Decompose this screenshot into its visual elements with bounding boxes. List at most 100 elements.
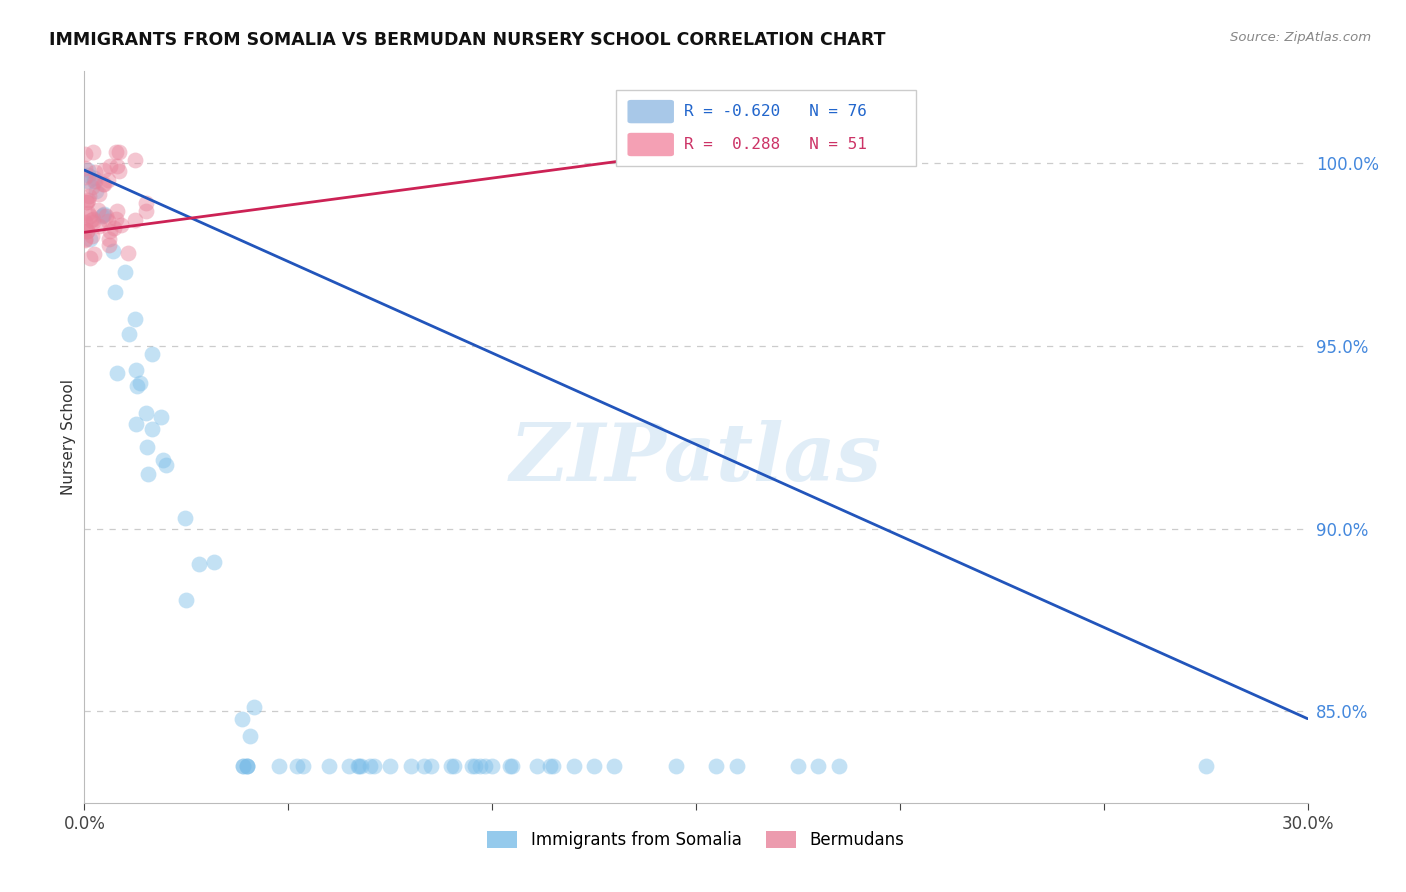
Point: [93, 162, 115, 177]
FancyBboxPatch shape: [627, 133, 673, 156]
Point: [347, 759, 370, 773]
Point: [706, 759, 728, 773]
Point: [83, 174, 105, 188]
Point: [76, 224, 98, 238]
Point: [665, 759, 688, 773]
Point: [346, 759, 368, 773]
Point: [787, 759, 810, 773]
Point: [75, 233, 97, 247]
Point: [80, 179, 103, 194]
Point: [83, 174, 105, 188]
FancyBboxPatch shape: [627, 100, 673, 123]
Point: [464, 759, 486, 773]
Point: [114, 265, 136, 279]
FancyBboxPatch shape: [616, 90, 917, 167]
Point: [339, 759, 361, 773]
Point: [232, 759, 254, 773]
Point: [75, 170, 97, 185]
Point: [75, 161, 97, 175]
Point: [76, 195, 98, 210]
Text: R =  0.288   N = 51: R = 0.288 N = 51: [683, 137, 866, 152]
Point: [187, 557, 209, 571]
Point: [236, 759, 259, 773]
Point: [526, 759, 548, 773]
Point: [84, 184, 107, 198]
Point: [135, 406, 157, 420]
Point: [110, 219, 132, 233]
Point: [79, 251, 101, 265]
Point: [124, 213, 146, 227]
Point: [89, 219, 111, 234]
Point: [141, 422, 163, 436]
Point: [105, 203, 128, 218]
Point: [98, 223, 121, 237]
Point: [125, 379, 148, 393]
Point: [77, 173, 100, 187]
Text: Source: ZipAtlas.com: Source: ZipAtlas.com: [1230, 31, 1371, 45]
Point: [138, 467, 160, 481]
Point: [94, 209, 117, 223]
Point: [231, 759, 253, 773]
Point: [443, 759, 465, 773]
Point: [82, 211, 104, 226]
Point: [152, 453, 174, 467]
Point: [75, 195, 97, 210]
Point: [90, 209, 112, 223]
Point: [461, 759, 484, 773]
Point: [420, 759, 443, 773]
Point: [75, 221, 97, 235]
Point: [79, 213, 101, 227]
Point: [75, 232, 97, 246]
Point: [91, 178, 114, 192]
Point: [603, 759, 626, 773]
Point: [136, 440, 159, 454]
Point: [828, 759, 851, 773]
Point: [124, 153, 146, 167]
Point: [155, 458, 177, 472]
Point: [149, 410, 172, 425]
Point: [97, 238, 120, 252]
Point: [79, 189, 101, 203]
Point: [108, 163, 131, 178]
Point: [87, 187, 110, 202]
Point: [82, 145, 104, 159]
Legend: Immigrants from Somalia, Bermudans: Immigrants from Somalia, Bermudans: [488, 831, 904, 849]
Point: [117, 246, 139, 260]
Point: [269, 759, 291, 773]
Point: [76, 224, 98, 238]
Point: [124, 311, 146, 326]
Point: [108, 145, 131, 159]
Point: [97, 214, 120, 228]
Point: [470, 759, 492, 773]
Point: [202, 555, 225, 569]
Point: [93, 177, 115, 191]
Point: [125, 417, 148, 431]
Point: [84, 164, 107, 178]
Point: [481, 759, 503, 773]
Point: [118, 327, 141, 342]
Point: [135, 203, 157, 218]
Text: ZIPatlas: ZIPatlas: [510, 420, 882, 498]
Point: [231, 712, 253, 726]
Point: [104, 145, 127, 159]
Point: [75, 147, 97, 161]
Point: [1195, 759, 1218, 773]
Point: [291, 759, 314, 773]
Point: [440, 759, 463, 773]
Point: [583, 759, 606, 773]
Point: [807, 759, 830, 773]
Point: [83, 246, 105, 260]
Point: [91, 208, 114, 222]
Point: [105, 160, 128, 174]
Point: [98, 159, 121, 173]
Point: [399, 759, 422, 773]
Point: [107, 367, 129, 381]
Point: [101, 244, 124, 258]
Point: [538, 759, 561, 773]
Point: [87, 202, 110, 217]
Point: [174, 511, 197, 525]
Point: [104, 211, 127, 226]
Point: [285, 759, 308, 773]
Point: [543, 759, 565, 773]
Point: [236, 759, 259, 773]
